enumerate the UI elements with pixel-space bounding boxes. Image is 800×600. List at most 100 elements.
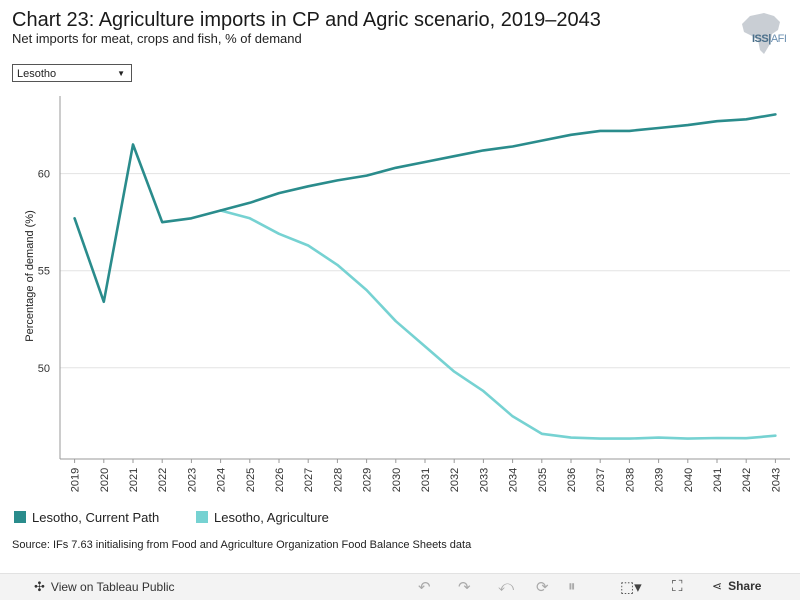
data-point[interactable] [509,142,517,150]
x-tick-label: 2032 [449,468,461,492]
data-point[interactable] [538,430,546,438]
data-point[interactable] [158,218,166,226]
data-point[interactable] [742,434,750,442]
data-point[interactable] [742,115,750,123]
view-on-tableau-link[interactable]: ✣ View on Tableau Public [34,579,175,595]
country-select[interactable]: Lesotho ▼ [12,64,132,82]
data-point[interactable] [771,432,779,440]
data-point[interactable] [392,317,400,325]
revert-icon[interactable]: ⤺ [498,578,515,595]
data-point[interactable] [684,121,692,129]
tableau-toolbar: ✣ View on Tableau Public ↶ ↷ ⤺ ⟳ ⏸ ⬚▾ ⛶ ⋖… [0,573,800,600]
fullscreen-icon[interactable]: ⛶ [672,578,683,595]
legend-label: Lesotho, Agriculture [214,510,329,525]
data-point[interactable] [479,387,487,395]
data-point[interactable] [275,230,283,238]
refresh-icon[interactable]: ⟳ [536,579,549,596]
data-point[interactable] [713,117,721,125]
legend-swatch [196,511,208,523]
x-tick-labels: 2019 2020 2021 2022 2023 2024 2025 2026 2027 2028… [70,459,782,492]
data-point[interactable] [421,342,429,350]
data-point[interactable] [655,124,663,132]
x-tick-label: 2028 [332,468,344,492]
data-point[interactable] [684,435,692,443]
data-point[interactable] [392,164,400,172]
chevron-down-icon: ▼ [117,69,125,78]
data-point[interactable] [625,127,633,135]
data-point[interactable] [625,435,633,443]
data-point[interactable] [275,189,283,197]
x-tick-label: 2035 [537,468,549,492]
x-tick-label: 2025 [245,468,257,492]
x-tick-label: 2043 [770,468,782,492]
data-point[interactable] [596,435,604,443]
data-point[interactable] [567,434,575,442]
chart-subtitle: Net imports for meat, crops and fish, % … [12,31,302,46]
x-tick-label: 2034 [508,468,520,492]
data-point[interactable] [450,368,458,376]
x-tick-label: 2039 [654,468,666,492]
africa-map-icon [742,13,780,54]
data-point[interactable] [246,214,254,222]
country-select-value: Lesotho [17,68,57,80]
y-tick-labels: 50 55 60 [38,169,50,375]
undo-icon[interactable]: ↶ [418,579,431,596]
series-line-current-path[interactable] [73,113,777,304]
data-point[interactable] [71,214,79,222]
x-tick-label: 2030 [391,468,403,492]
x-tick-label: 2023 [186,468,198,492]
data-point[interactable] [333,176,341,184]
y-tick-label: 55 [38,266,50,278]
data-point[interactable] [655,434,663,442]
x-tick-label: 2038 [624,468,636,492]
data-point[interactable] [363,172,371,180]
logo-suffix: AFI [770,33,787,45]
data-point[interactable] [129,141,137,149]
data-point[interactable] [596,127,604,135]
data-point[interactable] [509,412,517,420]
redo-icon[interactable]: ↷ [458,579,471,596]
x-tick-label: 2020 [99,468,111,492]
tableau-icon: ✣ [34,579,45,594]
x-tick-label: 2031 [420,468,432,492]
x-tick-label: 2021 [128,468,140,492]
data-point[interactable] [217,207,225,215]
data-point[interactable] [479,146,487,154]
data-point[interactable] [333,261,341,269]
data-point[interactable] [421,158,429,166]
x-tick-label: 2033 [478,468,490,492]
download-icon[interactable]: ⬚▾ [620,579,642,596]
x-tick-label: 2042 [741,468,753,492]
chart-title: Chart 23: Agriculture imports in CP and … [12,9,601,31]
y-tick-label: 60 [38,169,50,181]
y-tick-label: 50 [38,363,50,375]
data-point[interactable] [567,131,575,139]
x-tick-label: 2027 [303,468,315,492]
pause-icon[interactable]: ⏸ [568,578,576,595]
data-point[interactable] [100,298,108,306]
series-line-agriculture[interactable] [219,209,777,440]
logo-text: ISS [752,33,769,45]
x-tick-label: 2040 [683,468,695,492]
data-point[interactable] [538,137,546,145]
legend-item-agriculture[interactable]: Lesotho, Agriculture [196,510,329,525]
x-tick-label: 2024 [216,468,228,492]
data-point[interactable] [246,199,254,207]
share-icon: ⋖ [712,579,723,593]
share-button[interactable]: ⋖ Share [712,579,761,593]
x-tick-label: 2036 [566,468,578,492]
data-point[interactable] [713,434,721,442]
x-tick-label: 2022 [157,468,169,492]
chart-series [71,110,779,443]
data-point[interactable] [304,182,312,190]
legend-swatch [14,511,26,523]
y-axis-label: Percentage of demand (%) [24,210,36,341]
legend-item-current-path[interactable]: Lesotho, Current Path [14,510,159,525]
source-note: Source: IFs 7.63 initialising from Food … [12,539,472,551]
data-point[interactable] [363,286,371,294]
data-point[interactable] [450,152,458,160]
data-point[interactable] [771,110,779,118]
data-point[interactable] [304,241,312,249]
data-point[interactable] [187,214,195,222]
